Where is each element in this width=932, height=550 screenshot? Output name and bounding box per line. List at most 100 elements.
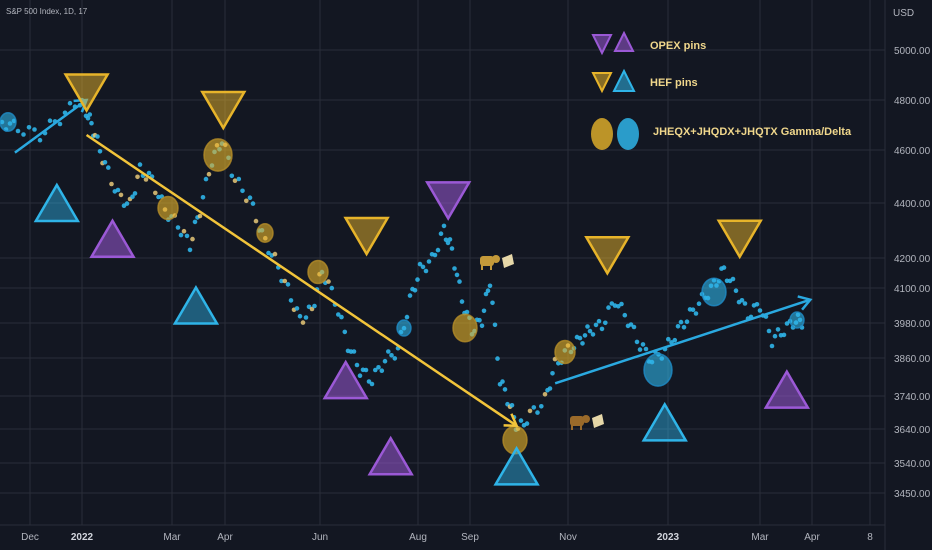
price-dot	[585, 324, 590, 329]
price-dot	[363, 367, 369, 373]
opex-pin-triangle	[322, 359, 369, 400]
price-dot	[229, 173, 235, 179]
legend-opex-label: OPEX pins	[650, 40, 706, 52]
price-dot	[312, 303, 317, 309]
price-dot	[382, 358, 388, 364]
legend-hef-up-triangle-icon	[612, 68, 636, 92]
price-dot	[357, 373, 363, 379]
time-tick-label: Aug	[409, 532, 427, 543]
price-dot	[684, 319, 690, 325]
price-dot	[181, 228, 187, 234]
price-dot	[420, 264, 426, 270]
trend-arrow-head	[797, 295, 813, 311]
price-dot	[479, 323, 485, 329]
price-dots-layer	[0, 97, 805, 455]
price-dot	[109, 181, 114, 187]
price-dot	[502, 387, 508, 392]
price-tick-label: 3860.00	[894, 354, 931, 365]
pin-markers-layer	[33, 73, 811, 486]
price-dot	[681, 325, 687, 330]
price-dot	[300, 320, 306, 325]
price-dot	[240, 188, 245, 194]
price-dot	[250, 201, 256, 206]
price-dot	[772, 333, 778, 339]
trend-arrow-line	[554, 298, 811, 385]
price-dot	[666, 336, 671, 342]
price-dot	[739, 298, 745, 303]
price-dot	[781, 332, 787, 338]
price-dot	[454, 272, 460, 278]
price-dot	[175, 225, 181, 230]
price-tick-label: 5000.00	[894, 46, 931, 57]
hef-pin-triangle	[343, 216, 390, 257]
price-dot	[279, 278, 284, 284]
price-dot	[342, 329, 348, 335]
price-dot	[619, 301, 624, 307]
price-dot	[490, 300, 495, 306]
price-dot	[266, 250, 271, 256]
price-tick-label: 4800.00	[894, 96, 931, 107]
price-dot	[500, 379, 505, 384]
price-dot	[432, 252, 438, 258]
price-dot	[57, 121, 63, 127]
price-dot	[678, 319, 684, 325]
price-dot	[721, 265, 727, 270]
price-tick-label: 4400.00	[894, 199, 931, 210]
price-dot	[389, 353, 394, 358]
legend-opex-down-triangle-icon	[591, 34, 613, 56]
price-dot	[452, 266, 457, 271]
gamma-delta-cluster	[157, 195, 179, 221]
gamma-delta-cluster	[789, 311, 805, 329]
gamma-delta-cluster	[396, 319, 412, 337]
price-dot	[232, 178, 238, 183]
price-tick-label: 3980.00	[894, 319, 931, 330]
price-dot	[190, 236, 195, 242]
price-dot	[593, 322, 599, 328]
price-dot	[518, 418, 524, 423]
chart-grid	[0, 0, 886, 550]
price-dot	[130, 194, 135, 199]
price-dot	[21, 132, 26, 137]
time-tick-label: Jun	[312, 532, 328, 543]
bull-icon	[480, 254, 514, 270]
price-tick-label: 4200.00	[894, 254, 931, 265]
gamma-delta-cluster	[701, 277, 727, 307]
price-dot	[481, 308, 487, 314]
price-dot	[492, 322, 498, 328]
price-dot	[582, 333, 588, 338]
price-dot	[509, 403, 515, 408]
price-dot	[47, 118, 53, 123]
trend-arrow-line	[85, 133, 518, 427]
price-dot	[435, 247, 441, 253]
price-dot	[184, 233, 190, 239]
legend-gold-circle-icon	[591, 118, 613, 150]
price-dot	[423, 268, 429, 274]
price-dot	[693, 311, 699, 316]
price-dot	[282, 278, 288, 284]
gamma-delta-cluster	[307, 259, 329, 285]
price-dot	[754, 302, 760, 307]
price-dot	[587, 328, 593, 334]
price-dot	[203, 176, 209, 182]
price-dot	[187, 247, 193, 253]
time-tick-label: 2022	[71, 532, 94, 543]
price-dot	[643, 346, 649, 352]
price-dot	[447, 237, 453, 242]
price-dot	[285, 282, 291, 287]
emoji-icons-layer	[480, 254, 604, 430]
price-dot	[457, 279, 462, 284]
price-dot	[376, 365, 381, 370]
price-dot	[294, 306, 300, 311]
price-dot	[542, 392, 548, 397]
hef-pin-triangle	[716, 219, 763, 260]
price-tick-label: 4100.00	[894, 284, 931, 295]
price-dot	[535, 410, 540, 415]
legend-hef-down-triangle-icon	[591, 72, 613, 94]
hef-pin-triangle	[33, 182, 81, 223]
trend-arrow-line	[14, 98, 88, 154]
price-dot	[369, 381, 375, 387]
time-tick-label: Sep	[461, 532, 479, 543]
legend: OPEX pins HEF pins JHEQX+JHQDX+JHQTX Gam…	[591, 30, 852, 150]
time-tick-label: 8	[867, 532, 873, 543]
price-dot	[527, 408, 533, 414]
